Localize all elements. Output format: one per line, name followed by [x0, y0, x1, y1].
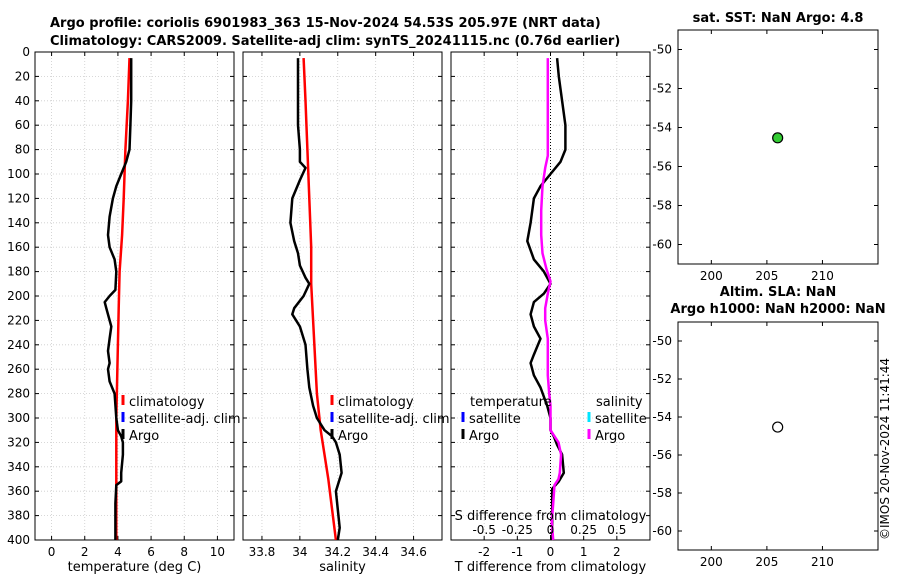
temperature-ytick-label: 200 — [7, 289, 30, 303]
figure-title-line2: Climatology: CARS2009. Satellite-adj cli… — [50, 34, 620, 49]
salinity-xtick-label: 34 — [292, 545, 307, 559]
salinity-argo-legend-label: Argo — [338, 429, 368, 444]
difference-temperature-argo-line — [526, 57, 567, 540]
difference-xtick-label: -1 — [511, 545, 523, 559]
temperature-ytick-label: 180 — [7, 265, 30, 279]
temperature-climatology-legend-label: climatology — [129, 395, 205, 410]
temperature-argo-line — [103, 58, 133, 540]
salinity-xlabel: salinity — [319, 560, 366, 575]
difference-legend-salinity-title: salinity — [596, 395, 643, 410]
difference-salinity-argo-legend-label: Argo — [595, 429, 625, 444]
difference-xlabel: T difference from climatology — [454, 560, 647, 575]
imos-timestamp: ©IMOS 20-Nov-2024 11:41:44 — [878, 358, 892, 540]
temperature-ytick-label: 360 — [7, 484, 30, 498]
difference-xtick-label: 2 — [613, 545, 621, 559]
difference-x2tick-label: -0.5 — [472, 523, 495, 537]
temperature-ytick-label: 220 — [7, 313, 30, 327]
temperature-xtick-label: 6 — [147, 545, 155, 559]
difference-temperature-satellite-legend-label: satellite — [469, 412, 521, 427]
sla_map-ytick-label: -52 — [652, 372, 672, 386]
temperature-xtick-label: 2 — [81, 545, 89, 559]
difference-xtick-label: 1 — [580, 545, 588, 559]
temperature-xtick-label: 0 — [48, 545, 56, 559]
sst_map-xtick-label: 205 — [755, 269, 778, 283]
sst_map-ytick-label: -60 — [652, 238, 672, 252]
difference-xtick-label: -2 — [478, 545, 490, 559]
temperature-ytick-label: 280 — [7, 387, 30, 401]
difference-temperature-argo-legend-label: Argo — [469, 429, 499, 444]
sst-map-panel: 200 205 210 -50 -52 -54 -56 -58 -60 — [652, 29, 879, 283]
temperature-ytick-label: 0 — [22, 45, 30, 59]
temperature-ytick-label: 260 — [7, 362, 30, 376]
difference-x2tick-label: -0.25 — [502, 523, 533, 537]
salinity-xtick-label: 34.4 — [362, 545, 389, 559]
temperature-ytick-label: 100 — [7, 167, 30, 181]
temperature-ytick-label: 240 — [7, 338, 30, 352]
sst_map-ytick-label: -56 — [652, 160, 672, 174]
salinity-panel: 33.8 34 34.2 34.4 34.6 salinity climatology sat… — [242, 51, 450, 575]
temperature-argo-legend-label: Argo — [129, 429, 159, 444]
difference-panel: -2 -1 0 1 2T difference from climatology S di… — [450, 51, 651, 575]
salinity-argo-line — [289, 58, 343, 541]
salinity-xtick-label: 34.6 — [400, 545, 427, 559]
temperature-ytick-label: 380 — [7, 509, 30, 523]
difference-x2tick-label: 0 — [547, 523, 555, 537]
sst_map-ytick-label: -50 — [652, 43, 672, 57]
temperature-ytick-label: 320 — [7, 435, 30, 449]
temperature-panel: 0 2 4 6 8 10020406080100120140160180200220240… — [7, 45, 241, 575]
temperature-ytick-label: 80 — [15, 143, 30, 157]
temperature-ytick-label: 40 — [15, 94, 30, 108]
sla_map-ytick-label: -58 — [652, 486, 672, 500]
sla_map-ytick-label: -54 — [652, 410, 672, 424]
temperature-ytick-label: 60 — [15, 118, 30, 132]
sst_map-xtick-label: 210 — [811, 269, 834, 283]
difference-salinity-satellite-legend-label: satellite — [595, 412, 647, 427]
temperature-xlabel: temperature (deg C) — [68, 560, 202, 575]
sst_map-ytick-label: -54 — [652, 121, 672, 135]
temperature-ytick-label: 400 — [7, 533, 30, 547]
temperature-xtick-label: 4 — [114, 545, 122, 559]
difference-salinity-argo-line — [539, 58, 563, 541]
sla_map-xtick-label: 210 — [811, 555, 834, 569]
difference-legend-temperature-title: temperature — [470, 395, 552, 410]
sla_map-ytick-label: -60 — [652, 524, 672, 538]
sst_map-argo-position-marker — [772, 132, 784, 144]
sla_map-xtick-label: 200 — [700, 555, 723, 569]
temperature-satellite-legend-label: satellite-adj. clim — [129, 412, 241, 427]
salinity-satellite-legend-label: satellite-adj. clim — [338, 412, 450, 427]
temperature-ytick-label: 20 — [15, 69, 30, 83]
sla_map-argo-position-marker — [772, 421, 784, 433]
temperature-ytick-label: 300 — [7, 411, 30, 425]
temperature-ytick-label: 340 — [7, 460, 30, 474]
sst_map-xtick-label: 200 — [700, 269, 723, 283]
salinity-xtick-label: 34.2 — [324, 545, 351, 559]
sla_map-xtick-label: 205 — [755, 555, 778, 569]
sst_map-ytick-label: -58 — [652, 199, 672, 213]
temperature-ytick-label: 140 — [7, 216, 30, 230]
figure-title-line1: Argo profile: coriolis 6901983_363 15-No… — [50, 16, 601, 31]
sla-map-title-line2: Argo h1000: NaN h2000: NaN — [670, 302, 885, 317]
sla-map-panel: 200 205 210 -50 -52 -54 -56 -58 -60 — [652, 321, 879, 569]
difference-xtick-label: 0 — [547, 545, 555, 559]
difference-x2label: S difference from climatology — [455, 509, 647, 524]
temperature-xtick-label: 10 — [210, 545, 225, 559]
difference-x2tick-label: 0.25 — [570, 523, 597, 537]
salinity-climatology-line — [302, 58, 338, 541]
sla_map-axes-box — [677, 321, 879, 551]
sst-map-title: sat. SST: NaN Argo: 4.8 — [693, 11, 864, 26]
temperature-ytick-label: 160 — [7, 240, 30, 254]
temperature-xtick-label: 8 — [180, 545, 188, 559]
sst_map-axes-box — [677, 29, 879, 265]
temperature-ytick-label: 120 — [7, 191, 30, 205]
salinity-climatology-legend-label: climatology — [338, 395, 414, 410]
difference-x2tick-label: 0.5 — [607, 523, 626, 537]
sla_map-ytick-label: -50 — [652, 334, 672, 348]
sla-map-title: Altim. SLA: NaN — [720, 285, 836, 300]
sla_map-ytick-label: -56 — [652, 448, 672, 462]
sst_map-ytick-label: -52 — [652, 82, 672, 96]
salinity-xtick-label: 33.8 — [249, 545, 276, 559]
